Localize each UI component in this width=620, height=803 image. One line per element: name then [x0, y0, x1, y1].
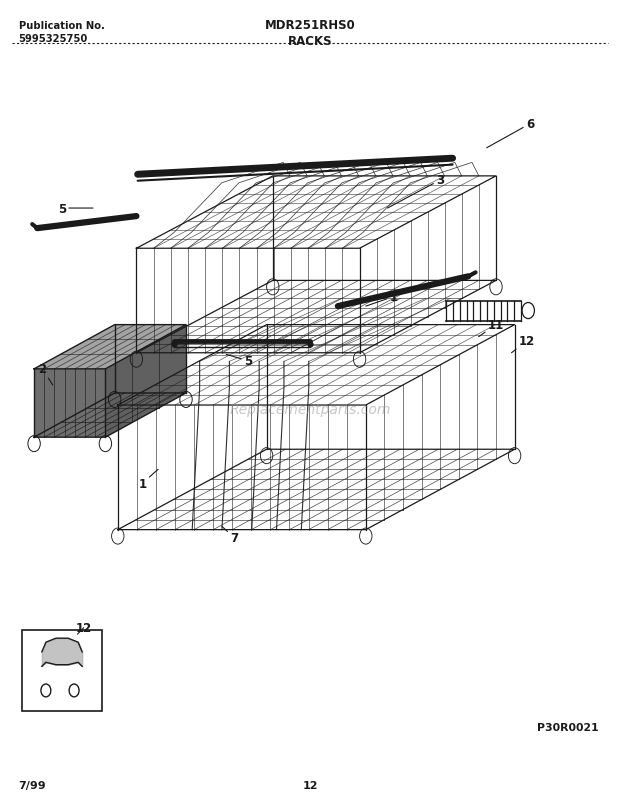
Text: 11: 11: [479, 319, 504, 337]
Text: 12: 12: [76, 622, 92, 634]
Text: P30R0021: P30R0021: [537, 722, 598, 732]
Text: RACKS: RACKS: [288, 35, 332, 47]
Text: 12: 12: [303, 781, 317, 790]
Text: 5: 5: [58, 202, 93, 215]
Text: 1: 1: [138, 470, 158, 490]
Text: 2: 2: [38, 363, 53, 385]
Text: 7: 7: [222, 527, 239, 544]
Bar: [22, 630, 102, 711]
Text: 6: 6: [487, 118, 534, 149]
Text: 1: 1: [366, 291, 398, 307]
Polygon shape: [34, 369, 105, 438]
Text: 3: 3: [388, 174, 445, 209]
Text: Replacementparts.com: Replacementparts.com: [229, 402, 391, 417]
Text: MDR251RHS0: MDR251RHS0: [265, 19, 355, 32]
Text: Publication No.: Publication No.: [19, 21, 105, 31]
Text: 5: 5: [226, 355, 252, 368]
Polygon shape: [105, 325, 186, 438]
Text: 5995325750: 5995325750: [19, 34, 88, 43]
Polygon shape: [34, 325, 186, 369]
Text: 7/99: 7/99: [19, 781, 46, 790]
Text: 12: 12: [512, 335, 535, 353]
